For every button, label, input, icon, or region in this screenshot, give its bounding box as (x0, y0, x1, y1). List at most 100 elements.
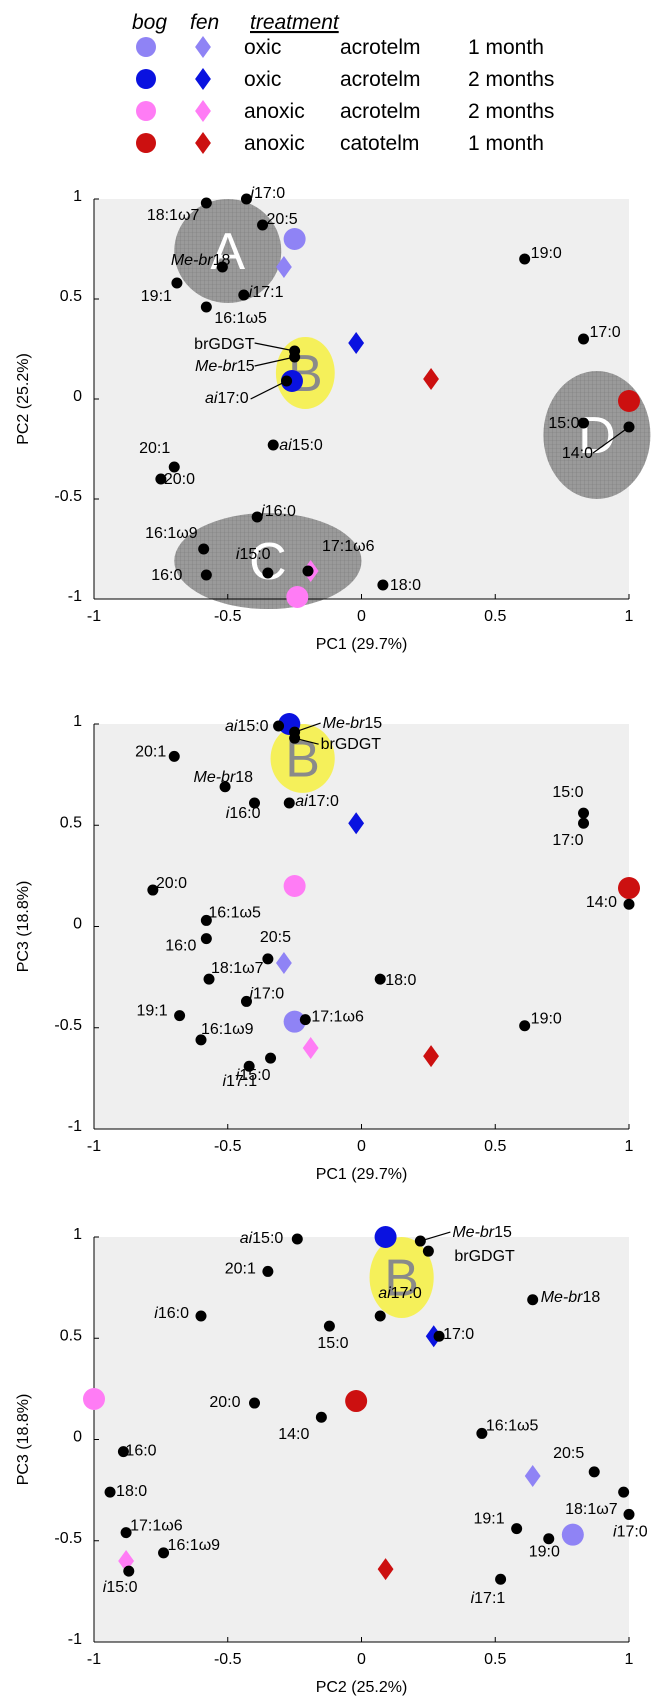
x-tick-label: -1 (87, 1138, 101, 1155)
lipid-point-i16-0 (251, 511, 263, 523)
lipid-point-15-0 (578, 417, 590, 429)
lipid-point-19-0 (543, 1533, 555, 1545)
lipid-point-17-0 (578, 333, 590, 345)
lipid-point-i15-0 (123, 1565, 135, 1577)
sample-fen-anoxic-catotelm-1-month (377, 1558, 394, 1581)
lipid-point-18-1w7 (203, 973, 215, 985)
legend-fen-diamond-1 (195, 36, 211, 58)
x-tick-label: 0 (357, 608, 366, 625)
legend-bog-circle-2 (136, 69, 156, 89)
x-tick-label: 0.5 (484, 608, 506, 625)
lipid-point-16-1w9 (198, 543, 210, 555)
lipid-label-me-br15: Me-br15 (452, 1224, 512, 1241)
x-tick-label: 0 (357, 1651, 366, 1668)
lipid-point-15-0 (578, 807, 590, 819)
lipid-point-i16-0 (195, 1310, 207, 1322)
lipid-label-16-0: 16:0 (165, 938, 196, 955)
lipid-point-18-0 (104, 1486, 116, 1498)
leader-line-14-0 (592, 426, 630, 454)
x-tick-label: 0 (357, 1138, 366, 1155)
legend-layer-4: catotelm (340, 132, 419, 155)
lipid-label-17-1w6: 17:1ω6 (130, 1518, 183, 1535)
cluster-label-c: C (249, 533, 287, 591)
lipid-label-18-0: 18:0 (390, 577, 421, 594)
lipid-point-19-1 (171, 277, 183, 289)
sample-bog-anoxic-acrotelm-2-months (283, 875, 306, 897)
x-tick-label: -0.5 (214, 608, 242, 625)
lipid-point-19-1 (174, 1010, 186, 1022)
lipid-label-18-0: 18:0 (116, 1483, 147, 1500)
x-tick-label: 0.5 (484, 1138, 506, 1155)
x-tick-label: -1 (87, 1651, 101, 1668)
sample-fen-oxic-acrotelm-1-month (276, 256, 292, 278)
lipid-point-i17-0 (240, 995, 252, 1007)
legend-header-bog: bog (132, 11, 167, 34)
y-axis-label: PC3 (18.8%) (15, 881, 32, 973)
lipid-label-me-br18: Me-br18 (541, 1289, 601, 1306)
lipid-point-ai17-0 (283, 797, 295, 809)
legend-oxygen-2: oxic (244, 68, 281, 91)
lipid-label-19-1: 19:1 (141, 288, 172, 305)
legend-time-2: 2 months (468, 68, 554, 91)
legend-bog-circle-3 (136, 101, 156, 121)
lipid-point-16-0 (200, 569, 212, 581)
lipid-label-19-1: 19:1 (136, 1003, 167, 1020)
legend-layer-3: acrotelm (340, 100, 421, 123)
lipid-label-19-0: 19:0 (531, 1011, 562, 1028)
lipid-point-14-0 (623, 421, 635, 433)
lipid-point-17-0 (433, 1330, 445, 1342)
y-tick-label: 1 (73, 1226, 82, 1243)
lipid-point-me-br18 (527, 1294, 539, 1306)
lipid-point-20-5 (262, 953, 274, 965)
lipid-label-i15-0: i15:0 (236, 546, 271, 563)
sample-bog-anoxic-catotelm-1-month (345, 1390, 368, 1413)
cluster-b (369, 1237, 434, 1318)
sample-fen-oxic-acrotelm-1-month (524, 1464, 541, 1487)
lipid-label-19-0: 19:0 (529, 1544, 560, 1561)
lipid-label-20-0: 20:0 (209, 1394, 240, 1411)
lipid-point-i16-0 (249, 797, 260, 809)
legend-time-4: 1 month (468, 132, 544, 155)
lipid-label-20-1: 20:1 (135, 743, 166, 760)
lipid-point-ai15-0 (267, 439, 279, 451)
sample-bog-anoxic-catotelm-1-month (618, 390, 640, 412)
lipid-label-17-0: 17:0 (443, 1326, 474, 1343)
lipid-point-18-0 (377, 579, 389, 591)
lipid-label-me-br18: Me-br18 (193, 769, 253, 786)
lipid-label-16-1w9: 16:1ω9 (201, 1021, 254, 1038)
lipid-label-17-1w6: 17:1ω6 (311, 1009, 364, 1026)
y-tick-label: -1 (68, 1631, 82, 1648)
leader-line-ai17-0 (250, 380, 287, 400)
lipid-point-ai17-0 (281, 375, 293, 387)
lipid-point-ai17-0 (374, 1310, 386, 1322)
y-tick-label: -1 (68, 588, 82, 605)
cluster-label-a: A (210, 223, 245, 281)
legend-fen-diamond-3 (195, 100, 211, 122)
y-tick-label: 0 (73, 916, 82, 933)
lipid-point-17-1w6 (299, 1014, 311, 1026)
legend: bog fen treatment oxic acrotelm 1 monthoxi… (132, 11, 554, 155)
legend-bog-circle-1 (136, 37, 156, 57)
lipid-label-i17-1: i17:1 (222, 1073, 257, 1090)
lipid-label-17-1w6: 17:1ω6 (322, 538, 375, 555)
lipid-label-ai17-0: ai17:0 (295, 793, 339, 810)
sample-fen-oxic-acrotelm-2-months (348, 332, 365, 354)
lipid-point-17-1w6 (302, 565, 314, 577)
lipid-label-14-0: 14:0 (586, 894, 617, 911)
lipid-point-20-1 (168, 461, 180, 473)
lipid-label-20-1: 20:1 (225, 1260, 256, 1277)
legend-layer-1: acrotelm (340, 36, 421, 59)
lipid-point-18-1w7 (618, 1486, 630, 1498)
lipid-label-brgdgt: brGDGT (321, 736, 382, 753)
lipid-point-me-br18 (216, 261, 228, 273)
lipid-point-20-5 (588, 1466, 600, 1478)
legend-rows: oxic acrotelm 1 month oxic acrotelm 2 months a… (136, 36, 554, 155)
lipid-label-16-1w5: 16:1ω5 (214, 310, 267, 327)
lipid-point-16-0 (117, 1446, 129, 1458)
lipid-point-16-1w5 (476, 1427, 488, 1439)
lipid-label-ai15-0: ai15:0 (240, 1230, 284, 1247)
lipid-label-20-1: 20:1 (139, 440, 170, 457)
